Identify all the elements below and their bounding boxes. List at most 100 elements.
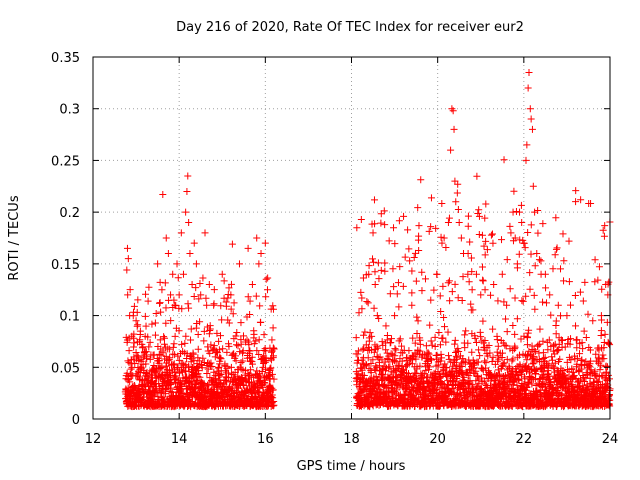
data-point — [509, 321, 517, 329]
data-point — [591, 367, 599, 375]
data-point — [267, 364, 275, 372]
data-point — [167, 291, 175, 299]
data-point — [531, 262, 539, 270]
data-point — [207, 359, 215, 367]
data-point — [148, 320, 156, 328]
data-point — [457, 234, 465, 242]
data-point — [383, 332, 391, 340]
data-point — [522, 156, 530, 164]
data-point — [232, 332, 240, 340]
data-point — [370, 348, 378, 356]
data-point — [431, 333, 439, 341]
data-point — [481, 214, 489, 222]
data-point — [549, 265, 557, 273]
data-point — [474, 210, 482, 218]
data-point — [210, 342, 218, 350]
data-point — [542, 284, 550, 292]
data-point — [162, 319, 170, 327]
data-point — [411, 339, 419, 347]
data-point — [225, 369, 233, 377]
data-point — [427, 355, 435, 363]
x-axis-label: GPS time / hours — [297, 459, 406, 474]
data-point — [416, 340, 424, 348]
data-point — [224, 316, 232, 324]
data-point — [559, 230, 567, 238]
data-point — [210, 301, 218, 309]
data-point — [169, 350, 177, 358]
data-point — [215, 346, 223, 354]
data-point — [576, 350, 584, 358]
data-point — [580, 327, 588, 335]
data-point — [539, 337, 547, 345]
data-point — [239, 381, 247, 389]
data-point — [495, 355, 503, 363]
data-point — [456, 390, 464, 398]
data-point — [445, 214, 453, 222]
data-point — [591, 256, 599, 264]
data-point — [568, 365, 576, 373]
y-axis-label: ROTI / TECUs — [7, 195, 22, 280]
data-point — [165, 366, 173, 374]
data-point — [381, 267, 389, 275]
data-point — [365, 270, 373, 278]
data-point — [379, 371, 387, 379]
data-point — [445, 277, 453, 285]
data-point — [230, 299, 238, 307]
data-point — [161, 334, 169, 342]
data-point — [440, 314, 448, 322]
data-point — [451, 336, 459, 344]
data-point — [130, 302, 138, 310]
data-point — [601, 222, 609, 230]
data-point — [534, 229, 542, 237]
data-point — [452, 395, 460, 403]
data-point — [509, 355, 517, 363]
data-point — [458, 362, 466, 370]
data-point — [371, 220, 379, 228]
data-point — [255, 350, 263, 358]
data-point — [227, 291, 235, 299]
data-point — [446, 297, 454, 305]
data-point — [354, 350, 362, 358]
data-point — [584, 310, 592, 318]
data-point — [544, 346, 552, 354]
x-tick-labels: 12 14 16 18 20 22 24 — [85, 432, 619, 447]
data-point — [526, 269, 534, 277]
data-point — [442, 338, 450, 346]
data-point — [500, 359, 508, 367]
data-point — [167, 317, 175, 325]
data-point — [178, 340, 186, 348]
data-point — [200, 337, 208, 345]
data-point — [189, 350, 197, 358]
data-point — [396, 263, 404, 271]
data-point — [155, 357, 163, 365]
data-point — [534, 341, 542, 349]
data-point — [558, 391, 566, 399]
data-point — [228, 240, 236, 248]
data-point — [516, 236, 524, 244]
data-point — [360, 372, 368, 380]
data-point — [475, 346, 483, 354]
data-point — [270, 352, 278, 360]
data-point — [529, 360, 537, 368]
data-point — [391, 240, 399, 248]
data-point — [362, 360, 370, 368]
data-point — [270, 401, 278, 409]
data-point — [150, 351, 158, 359]
data-point — [177, 386, 185, 394]
data-point — [593, 378, 601, 386]
data-point — [382, 383, 390, 391]
data-points — [121, 69, 614, 411]
data-point — [247, 366, 255, 374]
y-tick-label: 0.35 — [51, 51, 80, 66]
data-point — [223, 348, 231, 356]
data-point — [523, 367, 531, 375]
data-point — [126, 378, 134, 386]
data-point — [184, 172, 192, 180]
data-point — [511, 344, 519, 352]
data-point — [451, 177, 459, 185]
data-point — [142, 360, 150, 368]
data-point — [190, 293, 198, 301]
data-point — [567, 356, 575, 364]
data-point — [257, 318, 265, 326]
data-point — [185, 304, 193, 312]
